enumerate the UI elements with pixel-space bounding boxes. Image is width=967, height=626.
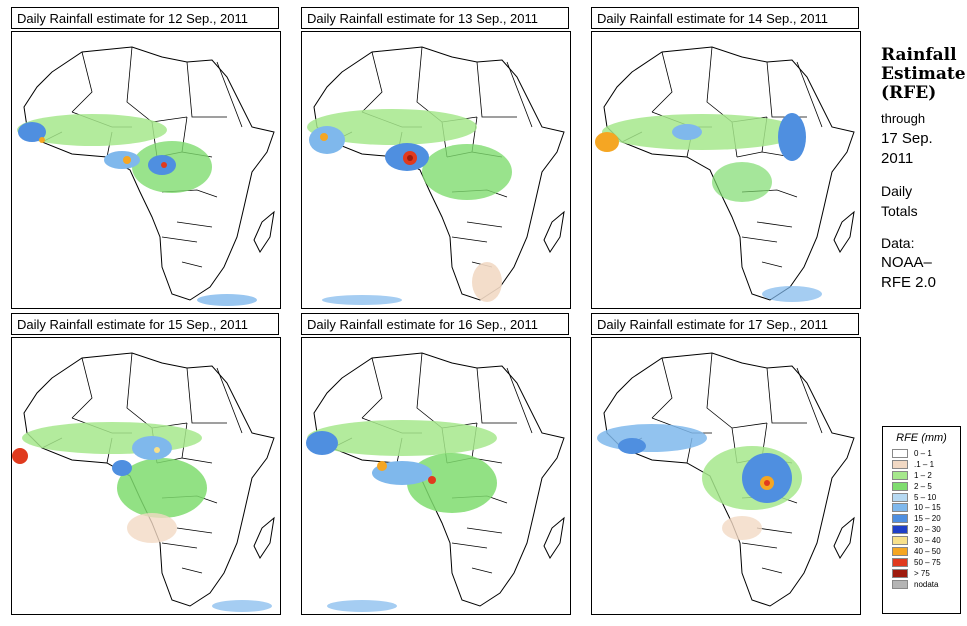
legend-item: .1 – 1 <box>892 459 960 470</box>
legend-label: 20 – 30 <box>914 525 941 535</box>
map-panel-12-sep: Daily Rainfall estimate for 12 Sep., 201… <box>11 7 281 309</box>
panel-title: Daily Rainfall estimate for 12 Sep., 201… <box>11 7 279 29</box>
legend-label: 0 – 1 <box>914 448 932 458</box>
legend-swatch <box>892 503 908 513</box>
legend-item: > 75 <box>892 568 960 579</box>
legend-swatch <box>892 579 908 589</box>
info-end-date-line1: 17 Sep. <box>881 130 933 147</box>
legend-swatch <box>892 459 908 469</box>
map-info: Rainfall Estimate (RFE) through 17 Sep. … <box>881 45 966 293</box>
rainfall-map <box>591 337 861 615</box>
legend-label: > 75 <box>914 568 930 578</box>
africa-map-svg <box>597 352 855 607</box>
legend-label: 50 – 75 <box>914 557 941 567</box>
legend-swatch <box>892 492 908 502</box>
rainfall-map <box>591 31 861 309</box>
africa-map-svg <box>306 352 565 612</box>
legend-item: 1 – 2 <box>892 470 960 481</box>
legend-item: 0 – 1 <box>892 448 960 459</box>
africa-map-svg <box>17 46 275 306</box>
rainfall-map <box>301 31 571 309</box>
legend-item: 20 – 30 <box>892 524 960 535</box>
legend-rows: 0 – 1 .1 – 1 1 – 2 2 – 5 5 – 10 10 – 15 … <box>883 448 960 590</box>
info-data-source-line2: RFE 2.0 <box>881 274 937 291</box>
legend-label: nodata <box>914 579 939 589</box>
info-totals-line2: Totals <box>881 203 918 219</box>
rainfall-overlay <box>307 109 512 305</box>
map-panel-17-sep: Daily Rainfall estimate for 17 Sep., 201… <box>591 313 861 615</box>
rainfall-overlay <box>12 422 272 612</box>
map-panel-16-sep: Daily Rainfall estimate for 16 Sep., 201… <box>301 313 571 615</box>
legend-swatch <box>892 557 908 567</box>
legend-swatch <box>892 546 908 556</box>
legend-swatch <box>892 470 908 480</box>
legend-label: 1 – 2 <box>914 470 932 480</box>
panel-title: Daily Rainfall estimate for 14 Sep., 201… <box>591 7 859 29</box>
info-data-source-line1: NOAA– <box>881 254 932 271</box>
legend-item: 10 – 15 <box>892 502 960 513</box>
rainfall-overlay <box>597 424 802 540</box>
map-panel-15-sep: Daily Rainfall estimate for 15 Sep., 201… <box>11 313 281 615</box>
legend-item: 30 – 40 <box>892 535 960 546</box>
info-totals-line1: Daily <box>881 183 913 199</box>
map-panel-13-sep: Daily Rainfall estimate for 13 Sep., 201… <box>301 7 571 309</box>
legend-item: 50 – 75 <box>892 557 960 568</box>
info-heading-line3: (RFE) <box>881 83 937 103</box>
panel-title: Daily Rainfall estimate for 17 Sep., 201… <box>591 313 859 335</box>
rainfall-map <box>11 31 281 309</box>
rainfall-map <box>11 337 281 615</box>
legend-swatch <box>892 568 908 578</box>
legend-label: 30 – 40 <box>914 536 941 546</box>
panel-title: Daily Rainfall estimate for 16 Sep., 201… <box>301 313 569 335</box>
rainfall-map <box>301 337 571 615</box>
legend-item: 5 – 10 <box>892 492 960 503</box>
legend-label: 15 – 20 <box>914 514 941 524</box>
legend-item: nodata <box>892 579 960 590</box>
map-panel-14-sep: Daily Rainfall estimate for 14 Sep., 201… <box>591 7 861 309</box>
legend-item: 40 – 50 <box>892 546 960 557</box>
panel-title: Daily Rainfall estimate for 15 Sep., 201… <box>11 313 279 335</box>
legend-item: 15 – 20 <box>892 513 960 524</box>
africa-map-svg <box>12 352 275 612</box>
legend-item: 2 – 5 <box>892 481 960 492</box>
legend-label: 10 – 15 <box>914 503 941 513</box>
rainfall-overlay <box>17 114 257 306</box>
legend-label: .1 – 1 <box>914 459 935 469</box>
rainfall-overlay <box>595 113 822 302</box>
africa-map-svg <box>595 46 855 302</box>
info-end-date-line2: 2011 <box>881 150 914 167</box>
info-through: through <box>881 111 926 126</box>
africa-map-svg <box>307 46 565 305</box>
legend-label: 5 – 10 <box>914 492 937 502</box>
legend-swatch <box>892 536 908 546</box>
legend-swatch <box>892 448 908 458</box>
legend-label: 2 – 5 <box>914 481 932 491</box>
info-heading-line2: Estimate <box>881 64 966 84</box>
legend-label: 40 – 50 <box>914 546 941 556</box>
legend-swatch <box>892 514 908 524</box>
rainfall-overlay <box>306 420 497 612</box>
info-data-label: Data: <box>881 235 915 251</box>
legend-title: RFE (mm) <box>896 432 947 444</box>
rfe-legend: RFE (mm) 0 – 1 .1 – 1 1 – 2 2 – 5 5 – 10… <box>882 426 961 614</box>
legend-swatch <box>892 481 908 491</box>
info-heading-line1: Rainfall <box>881 45 957 65</box>
panel-title: Daily Rainfall estimate for 13 Sep., 201… <box>301 7 569 29</box>
legend-swatch <box>892 525 908 535</box>
